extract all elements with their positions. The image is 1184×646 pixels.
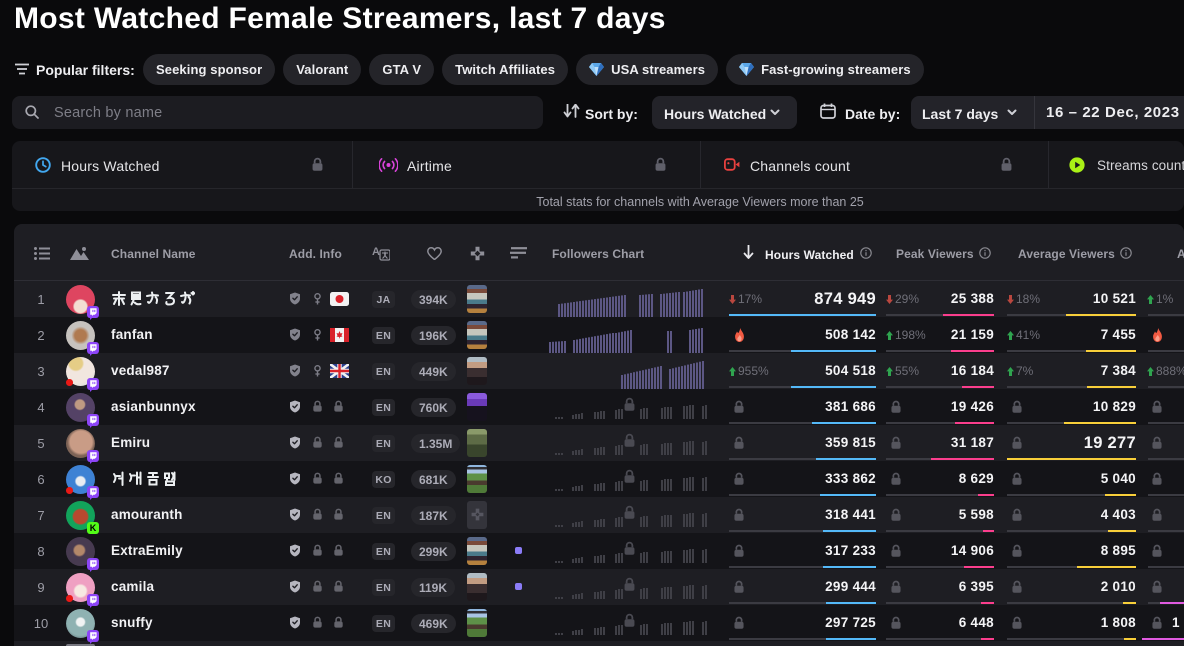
svg-text:A: A — [372, 246, 380, 258]
